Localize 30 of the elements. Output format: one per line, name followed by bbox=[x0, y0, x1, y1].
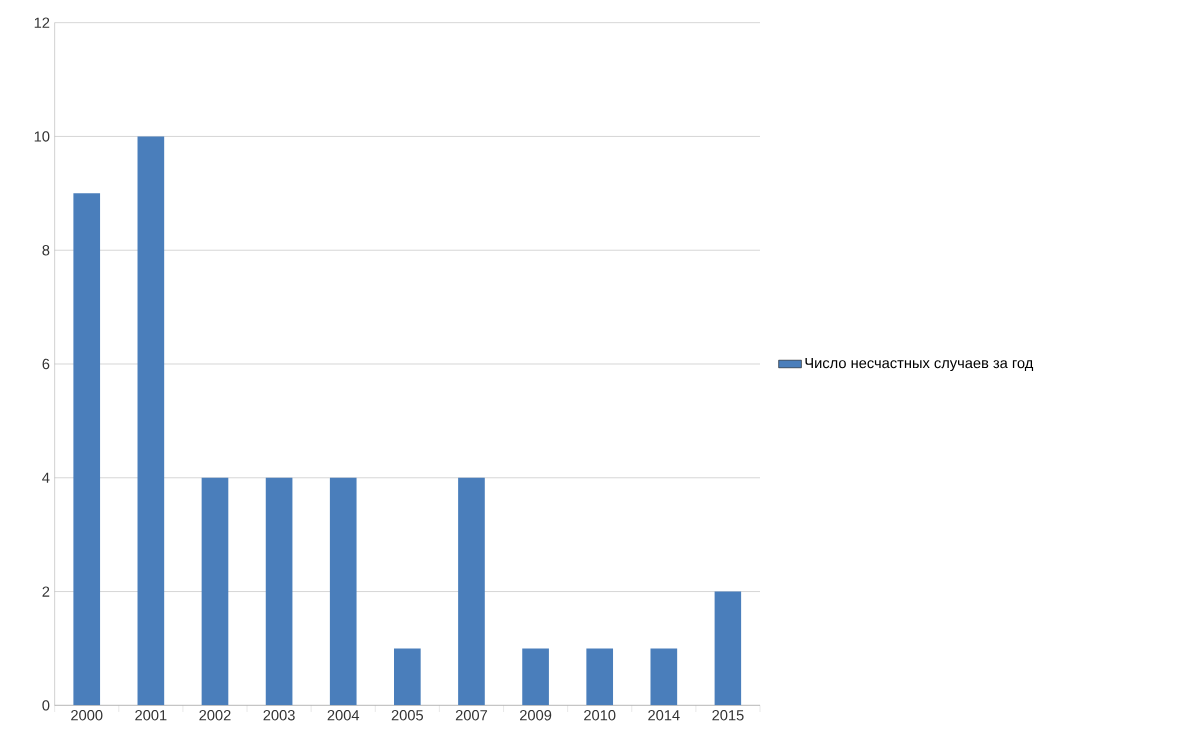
x-tick-label: 2002 bbox=[199, 710, 231, 721]
bar bbox=[458, 477, 485, 706]
x-tick-label: 2014 bbox=[648, 710, 680, 721]
bar bbox=[265, 477, 293, 706]
y-tick-label: 6 bbox=[42, 358, 50, 370]
y-tick-label: 0 bbox=[42, 700, 50, 711]
x-tick-label: 2000 bbox=[71, 710, 103, 721]
bar bbox=[201, 477, 229, 706]
x-tick-label: 2004 bbox=[327, 710, 360, 721]
x-tick-label: 2005 bbox=[391, 710, 424, 721]
x-tick-label: 2003 bbox=[263, 710, 295, 721]
y-tick-label: 8 bbox=[42, 245, 50, 256]
bar bbox=[329, 477, 357, 706]
y-tick-label: 12 bbox=[34, 17, 50, 28]
y-tick-label: 2 bbox=[42, 586, 50, 597]
x-tick-label: 2007 bbox=[455, 710, 488, 721]
y-tick-label: 10 bbox=[34, 131, 50, 142]
x-tick-label: 2010 bbox=[584, 710, 616, 721]
bar bbox=[586, 648, 614, 706]
bar bbox=[394, 648, 421, 706]
bar bbox=[650, 648, 678, 706]
x-tick-label: 2015 bbox=[712, 710, 744, 721]
x-tick-label: 2001 bbox=[135, 710, 167, 721]
bar bbox=[714, 591, 742, 706]
legend-label: Число несчастных случаев за год bbox=[805, 357, 1034, 372]
bar bbox=[73, 193, 101, 706]
y-tick-label: 4 bbox=[42, 472, 50, 483]
bar bbox=[137, 136, 165, 706]
bar bbox=[522, 648, 549, 706]
x-tick-label: 2009 bbox=[520, 710, 552, 721]
